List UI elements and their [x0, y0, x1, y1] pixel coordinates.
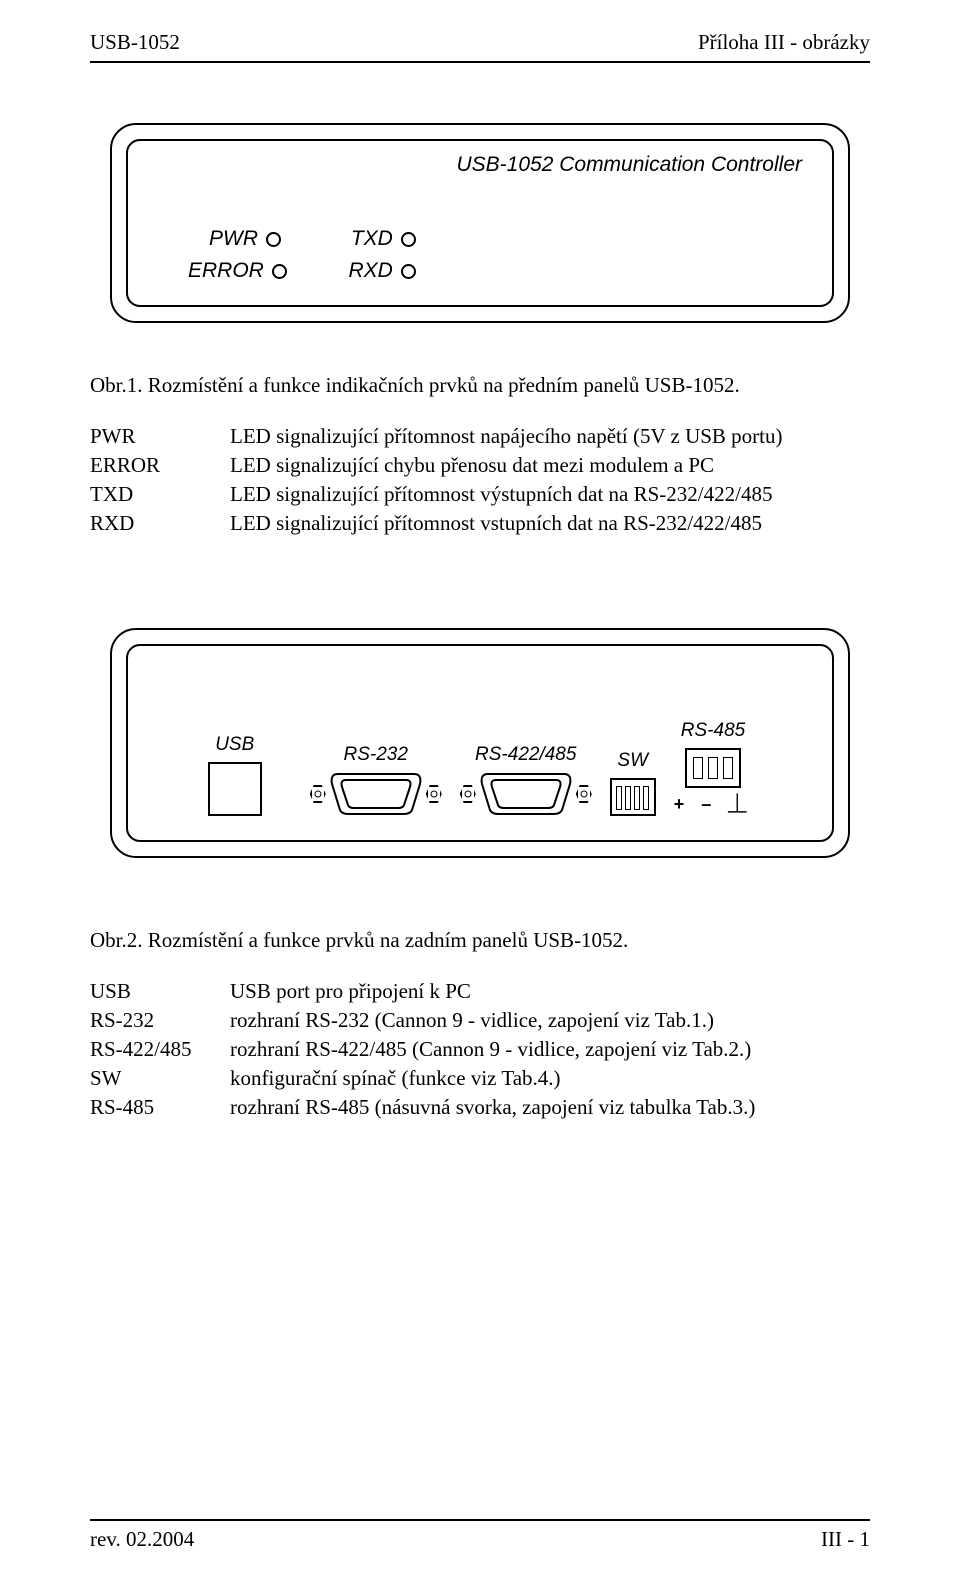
led-icon [401, 264, 416, 279]
footer-rule [90, 1519, 870, 1521]
led-icon [266, 232, 281, 247]
def-key: SW [90, 1064, 230, 1093]
def-key: ERROR [90, 451, 230, 480]
led-icon [272, 264, 287, 279]
led-error: ERROR [188, 259, 287, 283]
hex-screw-icon [576, 785, 592, 803]
footer-right: III - 1 [821, 1527, 870, 1552]
front-panel-title: USB-1052 Communication Controller [457, 153, 803, 177]
led-label: ERROR [188, 259, 264, 283]
fig2-caption: Obr.2. Rozmístění a funkce prvků na zadn… [90, 928, 870, 953]
def-key: PWR [90, 422, 230, 451]
led-pwr: PWR [188, 227, 287, 251]
rear-panel-inner: USB RS-232 RS-422/485 [126, 644, 834, 842]
port-label: USB [215, 734, 254, 756]
table-row: RS-232rozhraní RS-232 (Cannon 9 - vidlic… [90, 1006, 755, 1035]
def-desc: LED signalizující přítomnost vstupních d… [230, 509, 783, 538]
def-key: RS-232 [90, 1006, 230, 1035]
table-row: RXDLED signalizující přítomnost vstupníc… [90, 509, 783, 538]
def-desc: LED signalizující přítomnost napájecího … [230, 422, 783, 451]
page-footer: rev. 02.2004 III - 1 [90, 1519, 870, 1552]
def-desc: LED signalizující chybu přenosu dat mezi… [230, 451, 783, 480]
hex-screw-icon [310, 785, 326, 803]
table-row: TXDLED signalizující přítomnost výstupní… [90, 480, 783, 509]
footer-left: rev. 02.2004 [90, 1527, 194, 1552]
table-row: PWRLED signalizující přítomnost napájecí… [90, 422, 783, 451]
led-col-left: PWR ERROR [188, 227, 287, 283]
page-header: USB-1052 Příloha III - obrázky [90, 30, 870, 55]
def-key: RXD [90, 509, 230, 538]
port-label: SW [617, 750, 648, 772]
def-desc: USB port pro připojení k PC [230, 977, 755, 1006]
table-row: RS-485rozhraní RS-485 (násuvná svorka, z… [90, 1093, 755, 1122]
def-key: TXD [90, 480, 230, 509]
table-row: USBUSB port pro připojení k PC [90, 977, 755, 1006]
table-row: SWkonfigurační spínač (funkce viz Tab.4.… [90, 1064, 755, 1093]
table-row: ERRORLED signalizující chybu přenosu dat… [90, 451, 783, 480]
def-desc: rozhraní RS-232 (Cannon 9 - vidlice, zap… [230, 1006, 755, 1035]
port-sw: SW [610, 750, 656, 816]
footer-row: rev. 02.2004 III - 1 [90, 1527, 870, 1552]
page: USB-1052 Příloha III - obrázky USB-1052 … [0, 0, 960, 1588]
port-label: RS-232 [344, 744, 408, 766]
hex-screw-icon [426, 785, 442, 803]
led-label: PWR [188, 227, 258, 251]
def-desc: konfigurační spínač (funkce viz Tab.4.) [230, 1064, 755, 1093]
led-label: TXD [347, 227, 393, 251]
led-rxd: RXD [347, 259, 416, 283]
port-rs232: RS-232 [310, 744, 442, 816]
header-left: USB-1052 [90, 30, 180, 55]
rear-ports-row: USB RS-232 RS-422/485 [128, 720, 832, 816]
hex-screw-icon [460, 785, 476, 803]
terminal-block-icon [685, 748, 741, 788]
db9-connector-icon [460, 772, 592, 816]
header-right: Příloha III - obrázky [698, 30, 870, 55]
table-row: RS-422/485rozhraní RS-422/485 (Cannon 9 … [90, 1035, 755, 1064]
def-desc: rozhraní RS-485 (násuvná svorka, zapojen… [230, 1093, 755, 1122]
dip-switch-icon [610, 778, 656, 816]
front-panel: USB-1052 Communication Controller PWR ER… [110, 123, 850, 323]
port-label: RS-485 [681, 720, 745, 742]
fig2-definitions: USBUSB port pro připojení k PC RS-232roz… [90, 977, 755, 1122]
terminal-symbols: + – ⏊ [674, 790, 753, 816]
front-panel-inner: USB-1052 Communication Controller PWR ER… [126, 139, 834, 307]
port-label: RS-422/485 [475, 744, 576, 766]
led-icon [401, 232, 416, 247]
d-shell-icon [478, 772, 574, 816]
led-txd: TXD [347, 227, 416, 251]
usb-port-icon [208, 762, 262, 816]
led-col-right: TXD RXD [347, 227, 416, 283]
db9-connector-icon [310, 772, 442, 816]
port-rs422: RS-422/485 [460, 744, 592, 816]
port-usb: USB [208, 734, 262, 816]
led-group: PWR ERROR TXD RXD [188, 227, 416, 283]
def-desc: LED signalizující přítomnost výstupních … [230, 480, 783, 509]
header-rule [90, 61, 870, 63]
def-key: USB [90, 977, 230, 1006]
d-shell-icon [328, 772, 424, 816]
fig1-definitions: PWRLED signalizující přítomnost napájecí… [90, 422, 783, 538]
def-key: RS-485 [90, 1093, 230, 1122]
rear-panel: USB RS-232 RS-422/485 [110, 628, 850, 858]
port-rs485: RS-485 + – ⏊ [674, 720, 753, 816]
led-label: RXD [347, 259, 393, 283]
def-key: RS-422/485 [90, 1035, 230, 1064]
def-desc: rozhraní RS-422/485 (Cannon 9 - vidlice,… [230, 1035, 755, 1064]
fig1-caption: Obr.1. Rozmístění a funkce indikačních p… [90, 373, 870, 398]
